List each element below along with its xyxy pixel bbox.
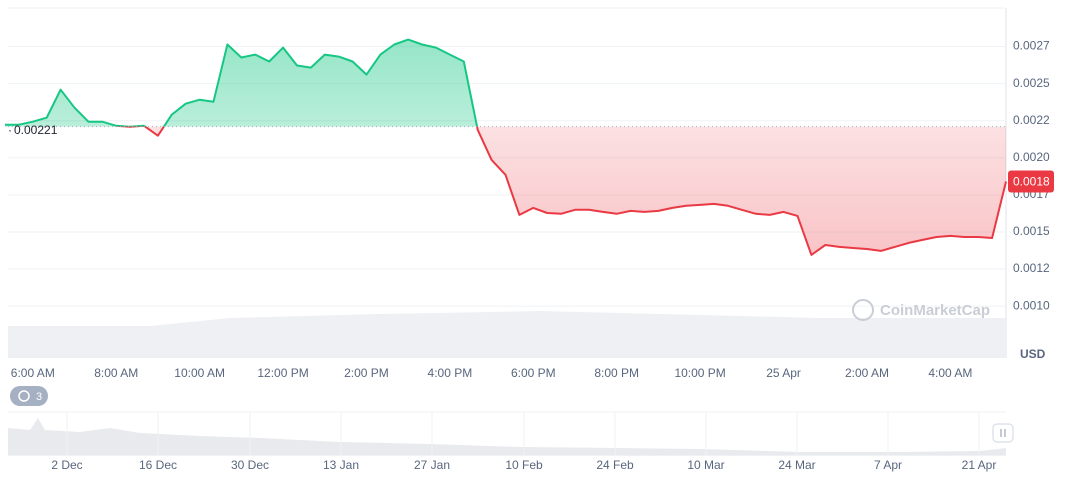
x-tick-label: 25 Apr [766,366,801,380]
y-tick-label: 0.0012 [1013,261,1050,275]
x-tick-label: 4:00 AM [928,366,972,380]
x-tick-label: 6:00 PM [511,366,556,380]
y-tick-label: 0.0025 [1013,76,1050,90]
watermark: CoinMarketCap [852,299,990,321]
price-tag [1008,170,1054,193]
navigator[interactable] [8,411,1014,456]
plot [5,38,1007,307]
baseline-dot: · [8,123,12,137]
x-tick-label: 2:00 PM [344,366,389,380]
y-tick-label: 0.0015 [1013,224,1050,238]
x-tick-label: 12:00 PM [257,366,308,380]
x-tick-label: 10:00 PM [674,366,725,380]
y-unit: USD [1020,347,1046,361]
watermark-text: CoinMarketCap [880,302,990,319]
x-tick-label: 10:00 AM [174,366,225,380]
navigator-label: 24 Mar [778,458,815,472]
badge-count: 3 [36,391,42,403]
navigator-label: 2 Dec [51,458,82,472]
price-tag-label: 0.0018 [1013,175,1050,189]
x-tick-label: 4:00 PM [428,366,473,380]
navigator-label: 10 Feb [505,458,543,472]
navigator-label: 24 Feb [596,458,634,472]
y-tick-label: 0.0027 [1013,39,1050,53]
y-tick-label: 0.0020 [1013,150,1050,164]
price-line [5,38,1007,256]
navigator-label: 16 Dec [139,458,177,472]
x-tick-label: 2:00 AM [845,366,889,380]
baseline-label: 0.00221 [14,123,58,137]
navigator-label: 7 Apr [874,458,902,472]
x-tick-label: 8:00 AM [94,366,138,380]
x-tick-label: 6:00 AM [11,366,55,380]
volume-area [8,311,1006,358]
navigator-label: 21 Apr [962,458,997,472]
x-tick-label: 8:00 PM [594,366,639,380]
navigator-label: 27 Jan [414,458,450,472]
y-tick-label: 0.0010 [1013,298,1050,312]
navigator-label: 13 Jan [323,458,359,472]
area-fill [127,126,1006,255]
y-tick-label: 0.0022 [1013,113,1050,127]
badge[interactable]: 3 [10,386,48,406]
navigator-label: 10 Mar [687,458,724,472]
navigator-label: 30 Dec [231,458,269,472]
area-fill [5,39,1006,127]
